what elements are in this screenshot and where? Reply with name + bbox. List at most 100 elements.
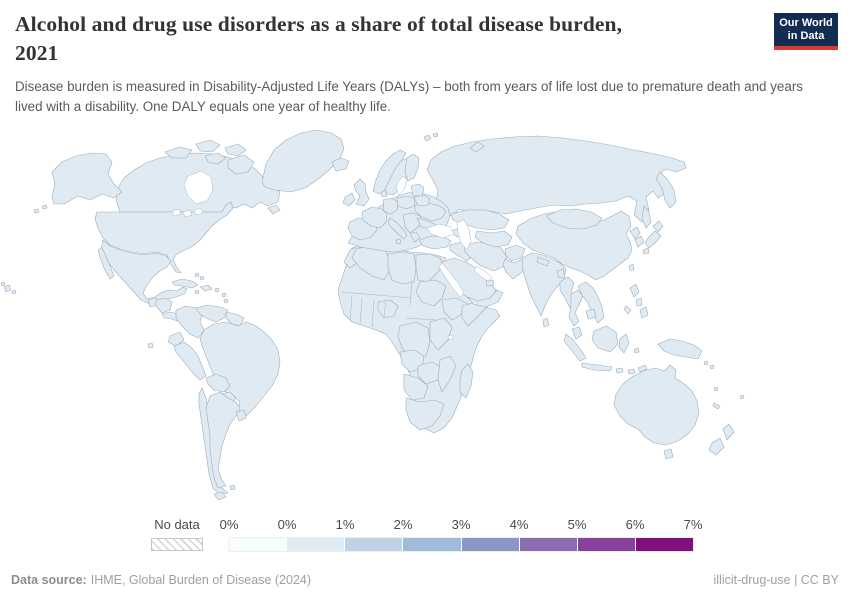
country-japan[interactable]	[642, 220, 664, 255]
country-uae[interactable]	[485, 279, 495, 287]
license-credit[interactable]: illicit-drug-use | CC BY	[713, 573, 839, 587]
legend-segment-7[interactable]	[635, 538, 693, 551]
country-ukraine[interactable]	[414, 202, 447, 222]
islands-galapagos[interactable]	[147, 342, 154, 349]
legend-segment-0[interactable]	[229, 538, 288, 551]
region-tierra-del-fuego[interactable]	[213, 491, 227, 501]
country-madagascar[interactable]	[459, 363, 474, 399]
legend-tick-5: 4%	[509, 517, 529, 532]
black-sea	[426, 223, 455, 239]
country-greenland[interactable]	[261, 129, 345, 193]
country-mozambique[interactable]	[437, 355, 457, 393]
country-south-africa[interactable]	[405, 397, 445, 431]
country-nepal[interactable]	[536, 256, 550, 267]
country-russia-kamchatka[interactable]	[655, 171, 677, 209]
country-usa[interactable]	[94, 201, 234, 274]
region-alaska[interactable]	[51, 152, 123, 205]
region-hawaii[interactable]	[0, 281, 17, 295]
islands-bahamas[interactable]	[194, 272, 205, 281]
island-sumatra[interactable]	[563, 333, 587, 362]
country-pakistan[interactable]	[502, 258, 528, 280]
country-brazil[interactable]	[199, 321, 281, 421]
country-turkey[interactable]	[418, 235, 452, 250]
legend-segment-6[interactable]	[577, 538, 636, 551]
country-poland[interactable]	[396, 195, 416, 210]
country-argentina[interactable]	[205, 391, 241, 489]
countries-yemen-oman[interactable]	[467, 289, 504, 308]
country-russia[interactable]	[426, 135, 687, 223]
region-east-africa[interactable]	[429, 317, 453, 351]
country-germany[interactable]	[382, 197, 399, 215]
island-hispaniola[interactable]	[199, 284, 213, 292]
owid-logo-line-1: Our World	[779, 16, 833, 29]
country-libya[interactable]	[387, 251, 417, 285]
country-cuba[interactable]	[171, 278, 199, 289]
country-france[interactable]	[361, 206, 388, 229]
country-sri-lanka[interactable]	[542, 317, 550, 328]
country-italy[interactable]	[387, 217, 408, 245]
country-norway[interactable]	[372, 149, 407, 195]
country-uk[interactable]	[353, 178, 370, 207]
islands-lesser-sunda[interactable]	[615, 347, 648, 375]
island-borneo[interactable]	[591, 325, 619, 353]
country-egypt[interactable]	[415, 253, 444, 283]
country-india[interactable]	[521, 252, 567, 317]
legend-segment-5[interactable]	[519, 538, 578, 551]
canada-arctic-islands[interactable]	[164, 139, 255, 175]
country-greece[interactable]	[409, 231, 421, 243]
country-nigeria[interactable]	[377, 299, 399, 319]
legend-bar[interactable]	[229, 538, 693, 551]
countries-namibia-botswana[interactable]	[403, 373, 429, 401]
aleutian-islands[interactable]	[33, 204, 48, 214]
country-mongolia[interactable]	[545, 208, 603, 230]
region-central-asia[interactable]	[474, 230, 513, 248]
country-south-korea[interactable]	[634, 235, 645, 248]
island-java[interactable]	[581, 362, 613, 372]
country-cambodia[interactable]	[585, 308, 597, 320]
region-baja-california[interactable]	[97, 247, 115, 280]
legend-segment-1[interactable]	[287, 538, 346, 551]
country-new-zealand-south[interactable]	[708, 437, 725, 456]
country-bangladesh[interactable]	[556, 268, 566, 279]
country-drc[interactable]	[397, 321, 431, 359]
legend-no-data-swatch[interactable]	[151, 538, 203, 551]
region-baltic-states[interactable]	[410, 183, 425, 197]
island-newfoundland[interactable]	[267, 204, 281, 215]
hudson-bay	[183, 170, 214, 205]
country-thailand[interactable]	[568, 289, 584, 327]
legend-segment-2[interactable]	[345, 538, 404, 551]
country-malaysia[interactable]	[571, 326, 583, 340]
island-tasmania[interactable]	[663, 448, 674, 460]
legend-segment-4[interactable]	[461, 538, 520, 551]
country-uruguay[interactable]	[235, 409, 247, 422]
country-russia-sakhalin[interactable]	[641, 205, 652, 229]
country-peru[interactable]	[173, 341, 207, 381]
islands-falklands[interactable]	[229, 484, 236, 491]
country-taiwan[interactable]	[628, 263, 635, 272]
country-philippines[interactable]	[623, 283, 649, 319]
country-mexico[interactable]	[100, 239, 188, 305]
island-novaya-zemlya[interactable]	[469, 141, 485, 153]
country-iceland[interactable]	[331, 157, 350, 172]
country-north-korea[interactable]	[629, 226, 641, 240]
legend-segment-3[interactable]	[403, 538, 462, 551]
countries-vietnam-laos[interactable]	[577, 281, 605, 324]
owid-logo[interactable]: Our World in Data	[774, 13, 838, 50]
country-venezuela[interactable]	[195, 304, 229, 323]
island-new-guinea[interactable]	[657, 338, 703, 360]
legend-tick-7: 6%	[625, 517, 645, 532]
country-ecuador[interactable]	[167, 331, 185, 347]
islands-pacific[interactable]	[703, 360, 745, 410]
country-sudan[interactable]	[415, 279, 447, 307]
country-bolivia[interactable]	[205, 373, 231, 393]
country-afghanistan[interactable]	[504, 244, 526, 262]
islands-caribbean[interactable]	[194, 287, 229, 304]
country-finland[interactable]	[404, 153, 420, 182]
data-source-label: Data source:	[11, 573, 87, 587]
country-new-zealand-north[interactable]	[722, 423, 735, 441]
island-svalbard[interactable]	[423, 132, 439, 142]
countries-honduras-nicaragua[interactable]	[155, 297, 173, 314]
island-sulawesi[interactable]	[618, 333, 630, 354]
country-australia[interactable]	[613, 364, 700, 446]
country-ireland[interactable]	[342, 192, 356, 207]
